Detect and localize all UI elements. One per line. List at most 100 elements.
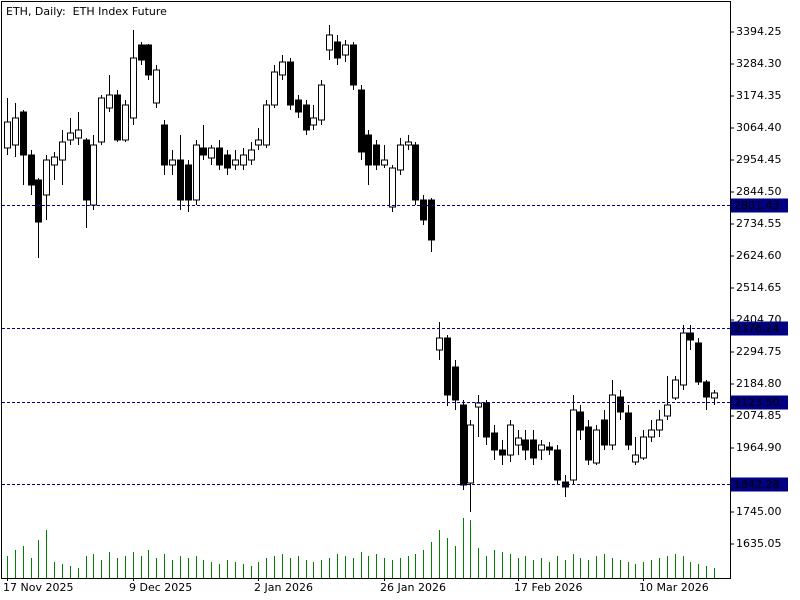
candle-body [59, 141, 66, 161]
level-label: 1842.28 [734, 478, 780, 491]
candle-body [687, 332, 694, 341]
candle-body [106, 94, 113, 109]
candle-body [648, 429, 655, 438]
candle-body [4, 121, 11, 149]
candle-body [169, 159, 176, 166]
candle-body [711, 392, 718, 399]
plot-frame [1, 1, 731, 579]
y-tick-label: 3064.40 [736, 121, 782, 134]
candle-body [358, 89, 365, 153]
candle-body [428, 199, 435, 241]
candle-body [460, 404, 467, 486]
candle-body [161, 124, 168, 166]
candle-body [75, 129, 82, 139]
x-tick-label: 17 Feb 2026 [514, 581, 582, 594]
candle-body [475, 402, 482, 408]
candle-body [389, 167, 396, 208]
candle-body [20, 111, 27, 156]
candle-body [90, 144, 97, 206]
level-label: 2801.43 [734, 199, 780, 212]
candle-body [350, 44, 357, 86]
candle-body [216, 147, 223, 166]
candle-body [295, 99, 302, 113]
candle-body [177, 159, 184, 201]
candle-body [680, 332, 687, 386]
candle-body [208, 147, 215, 159]
candle-body [538, 444, 545, 451]
level-label: 2376.24 [734, 322, 780, 335]
y-tick-label: 3284.30 [736, 57, 782, 70]
candle-body [570, 409, 577, 481]
candle-body [318, 84, 325, 121]
chart-title: ETH, Daily: ETH Index Future [6, 5, 167, 18]
candle-body [452, 366, 459, 401]
candle-body [185, 164, 192, 201]
candle-body [28, 154, 35, 186]
candle-body [483, 402, 490, 438]
candle-body [373, 144, 380, 166]
candle-body [593, 429, 600, 464]
y-tick-label: 1635.05 [736, 537, 782, 550]
level-label-box [731, 321, 788, 336]
y-tick-label: 2734.55 [736, 217, 782, 230]
candle-body [138, 44, 145, 61]
candle-body [609, 394, 616, 446]
candle-body [530, 439, 537, 459]
candle-body [420, 199, 427, 221]
candle-body [656, 419, 663, 431]
candle-body [12, 117, 19, 146]
candle-body [695, 342, 702, 383]
candle-body [515, 437, 522, 446]
candle-body [240, 154, 247, 166]
level-label-box [731, 477, 788, 492]
candle-body [83, 139, 90, 201]
x-tick-label: 9 Dec 2025 [129, 581, 192, 594]
level-label-box [731, 395, 788, 410]
candle-body [507, 424, 514, 456]
x-tick-label: 26 Jan 2026 [380, 581, 446, 594]
candle-body [554, 449, 561, 481]
y-tick-label: 2074.85 [736, 409, 782, 422]
candle-body [491, 432, 498, 451]
candle-body [522, 439, 529, 451]
y-tick-label: 2954.45 [736, 153, 782, 166]
candle-body [130, 57, 137, 119]
x-tick-label: 2 Jan 2026 [254, 581, 313, 594]
level-label: 2123.50 [734, 396, 780, 409]
candle-body [43, 159, 50, 196]
x-tick-label: 17 Nov 2025 [3, 581, 73, 594]
candle-body [436, 337, 443, 351]
candle-body [577, 411, 584, 431]
candle-body [153, 69, 160, 104]
candle-body [617, 396, 624, 413]
y-tick-label: 3394.25 [736, 25, 782, 38]
candle-body [405, 141, 412, 146]
candle-body [255, 139, 262, 146]
candle-body [467, 424, 474, 484]
candle-body [397, 144, 404, 171]
candle-body [224, 154, 231, 169]
y-tick-label: 1964.90 [736, 441, 782, 454]
candle-body [412, 144, 419, 201]
candle-body [601, 419, 608, 446]
candle-body [98, 97, 105, 143]
candle-body [365, 134, 372, 166]
candle-body [287, 61, 294, 106]
candle-body [326, 34, 333, 51]
y-tick-label: 2624.60 [736, 249, 782, 262]
candle-body [310, 117, 317, 126]
candle-body [122, 104, 129, 141]
candle-body [585, 426, 592, 461]
candle-body [114, 94, 121, 141]
candle-body [279, 61, 286, 76]
candle-body [303, 104, 310, 131]
y-tick-label: 1745.00 [736, 505, 782, 518]
candle-body [632, 454, 639, 463]
candle-body [546, 446, 553, 451]
y-tick-label: 2184.80 [736, 377, 782, 390]
y-tick-label: 2294.75 [736, 345, 782, 358]
candle-body [193, 144, 200, 201]
candle-body [200, 147, 207, 156]
candle-body [625, 412, 632, 446]
